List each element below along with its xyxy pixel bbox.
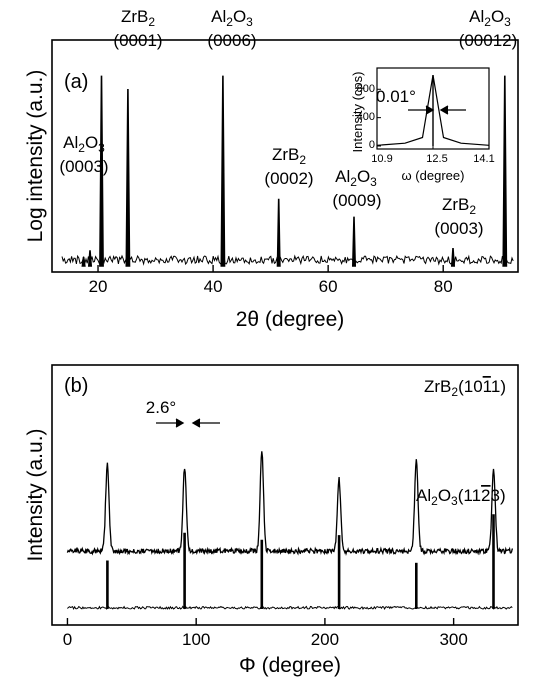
phi-fwhm-arrows: [156, 418, 220, 428]
svg-text:(0001): (0001): [113, 31, 162, 50]
panel-a-peak-90.7: [502, 75, 508, 267]
panel-b-y-axis-label: Intensity (a.u.): [24, 428, 47, 561]
panel-a-x-tick-label-40: 40: [204, 277, 223, 296]
phi-fwhm-label: 2.6°: [146, 398, 176, 417]
panel-a-peak-25.2: [125, 88, 131, 267]
svg-text:(0003): (0003): [434, 219, 483, 238]
svg-text:Al2O3: Al2O3: [335, 167, 377, 189]
inset-x-tick-14-1: 14.1: [473, 153, 494, 165]
panel-a-x-tick-label-20: 20: [89, 277, 108, 296]
svg-text:Al2O3: Al2O3: [211, 7, 253, 29]
inset-x-tick-10-9: 10.9: [371, 153, 392, 165]
svg-text:ZrB2: ZrB2: [121, 7, 155, 29]
svg-text:(0002): (0002): [264, 169, 313, 188]
panel-a-peak-64.5: [351, 216, 357, 267]
inset-y-tick-0: 0: [369, 139, 375, 151]
inset-y-axis-label: Intensity (cps): [350, 72, 365, 153]
peak-label-zrb2-0003: ZrB2 (0003): [434, 195, 483, 238]
svg-text:(0006): (0006): [207, 31, 256, 50]
panel-b-x-tick-label-0: 0: [63, 630, 72, 649]
panel-b-x-tick-label-100: 100: [182, 630, 210, 649]
inset-x-tick-12-5: 12.5: [426, 153, 447, 165]
inset-y-tick-400: 400: [357, 111, 375, 123]
peak-label-al2o3-0003: Al2O3 (0003): [59, 133, 108, 176]
panel-a-frame: [51, 39, 519, 273]
panel-a-y-axis-label: Log intensity (a.u.): [24, 70, 47, 243]
inset-y-tick-800: 800: [357, 83, 375, 95]
svg-text:(00012): (00012): [459, 31, 518, 50]
peak-label-al2o3-00012: Al2O3 (00012): [459, 7, 518, 50]
panel-a-x-tick-label-60: 60: [319, 277, 338, 296]
peak-label-al2o3-0006: Al2O3 (0006): [207, 7, 256, 50]
svg-text:(0003): (0003): [59, 157, 108, 176]
panel-a-peak-41.7: [220, 75, 226, 267]
panel-a-peak-17.5: [81, 256, 86, 267]
inset-x-axis-label: ω (degree): [402, 168, 465, 183]
panel-a-label: (a): [64, 71, 88, 93]
al2o3-phi-scan-trace: [67, 514, 513, 611]
panel-a-x-ticks: 20 40 60 80: [89, 265, 453, 296]
panel-b-x-tick-label-200: 200: [311, 630, 339, 649]
svg-text:ZrB2: ZrB2: [442, 195, 476, 217]
panel-a-peak-18.6: [87, 250, 93, 267]
zrb2-phi-scan-trace: [66, 451, 513, 556]
rocking-curve-inset: Intensity (cps) 800 400 0 10.9 12.5 14.1…: [350, 67, 495, 183]
panel-a-x-tick-label-80: 80: [434, 277, 453, 296]
al2o3-series-label: Al2O3(1123): [416, 486, 506, 508]
panel-a: 20 40 60 80 (a) Log intensity (a.u.) 2θ (de…: [24, 7, 519, 331]
panel-b-x-axis-label: Φ (degree): [239, 654, 341, 677]
panel-a-peak-81.7: [450, 248, 456, 267]
panel-a-trace: [61, 75, 514, 267]
svg-text:Al2O3: Al2O3: [469, 7, 511, 29]
panel-b: 0 100 200 300 (b) Intensity (a.u.) Φ (degre…: [24, 364, 519, 677]
peak-label-zrb2-0001: ZrB2 (0001): [113, 7, 162, 50]
panel-a-baseline-noise: [61, 254, 514, 266]
panel-b-x-ticks: 0 100 200 300: [63, 618, 468, 649]
inset-fwhm-arrows: [408, 105, 466, 115]
zrb2-trace-line: [66, 451, 513, 556]
al2o3-baseline: [67, 605, 513, 611]
svg-text:Al2O3: Al2O3: [63, 133, 105, 155]
panel-b-frame: [51, 364, 519, 626]
panel-a-x-axis-label: 2θ (degree): [236, 308, 345, 331]
peak-label-al2o3-0009: Al2O3 (0009): [332, 167, 381, 210]
panel-b-x-tick-label-300: 300: [439, 630, 467, 649]
svg-text:(0009): (0009): [332, 191, 381, 210]
inset-fwhm-label: 0.01°: [376, 87, 416, 106]
panel-a-peak-20.6: [99, 75, 104, 267]
panel-b-label: (b): [64, 375, 88, 397]
svg-text:ZrB2: ZrB2: [272, 145, 306, 167]
panel-a-peak-51.4: [276, 198, 281, 267]
zrb2-series-label: ZrB2(1011): [424, 377, 506, 399]
peak-label-zrb2-0002: ZrB2 (0002): [264, 145, 313, 188]
